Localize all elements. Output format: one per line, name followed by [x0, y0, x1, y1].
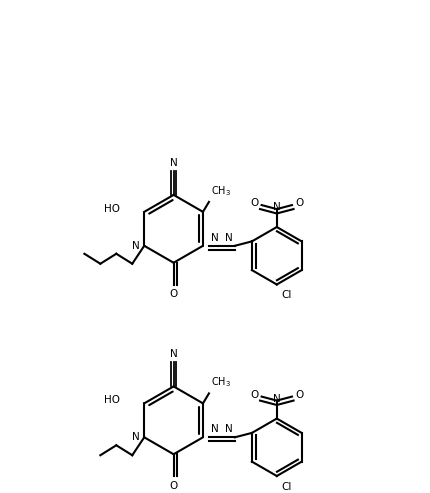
Text: N: N	[132, 241, 139, 251]
Text: N: N	[210, 424, 218, 434]
Text: HO: HO	[104, 204, 120, 213]
Text: HO: HO	[104, 395, 120, 405]
Text: O: O	[169, 289, 177, 299]
Text: CH$_3$: CH$_3$	[210, 376, 230, 389]
Text: CH$_3$: CH$_3$	[210, 184, 230, 198]
Text: O: O	[295, 199, 303, 209]
Text: N: N	[132, 432, 139, 442]
Text: O: O	[249, 199, 258, 209]
Text: O: O	[249, 390, 258, 400]
Text: N: N	[169, 350, 177, 359]
Text: N: N	[272, 202, 280, 212]
Text: Cl: Cl	[281, 290, 291, 300]
Text: N: N	[225, 424, 233, 434]
Text: N: N	[272, 393, 280, 404]
Text: O: O	[295, 390, 303, 400]
Text: N: N	[169, 158, 177, 168]
Text: Cl: Cl	[281, 482, 291, 492]
Text: N: N	[210, 233, 218, 243]
Text: N: N	[225, 233, 233, 243]
Text: O: O	[169, 481, 177, 491]
